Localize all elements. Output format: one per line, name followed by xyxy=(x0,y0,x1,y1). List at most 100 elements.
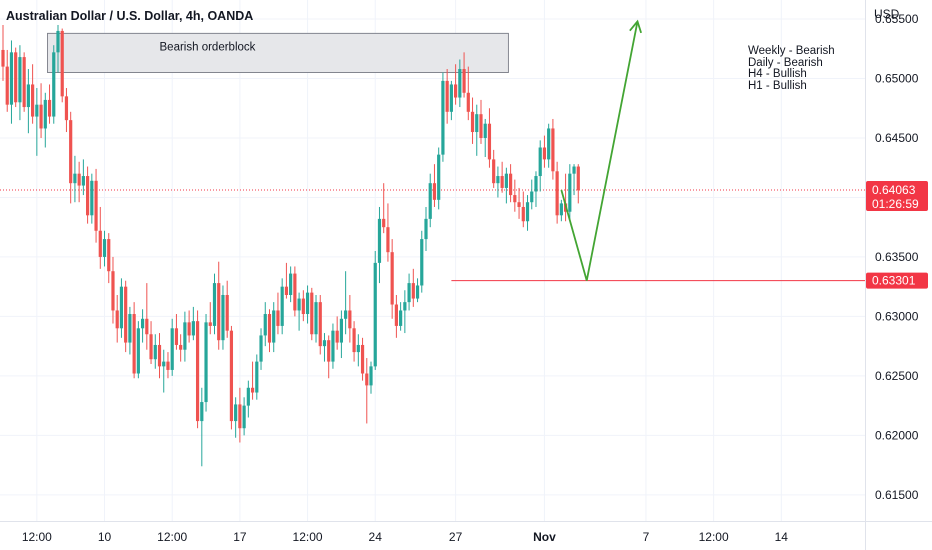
candle-body[interactable] xyxy=(98,230,102,257)
candle-body[interactable] xyxy=(335,330,339,343)
candle-body[interactable] xyxy=(229,330,234,422)
candle-body[interactable] xyxy=(132,314,136,374)
candle-body[interactable] xyxy=(204,322,208,403)
candle-body[interactable] xyxy=(318,302,322,347)
candle-body[interactable] xyxy=(479,114,483,138)
candle-body[interactable] xyxy=(170,328,174,370)
candle-body[interactable] xyxy=(572,166,576,174)
candle-body[interactable] xyxy=(64,96,69,121)
candle-body[interactable] xyxy=(242,405,246,429)
candle-body[interactable] xyxy=(555,171,559,216)
candle-body[interactable] xyxy=(521,206,525,222)
candle-body[interactable] xyxy=(14,52,18,103)
candle-body[interactable] xyxy=(69,120,73,184)
candle-body[interactable] xyxy=(538,147,542,177)
candle-body[interactable] xyxy=(140,318,145,329)
candle-body[interactable] xyxy=(441,80,445,155)
candle-body[interactable] xyxy=(136,328,140,374)
candle-body[interactable] xyxy=(559,203,563,216)
candle-body[interactable] xyxy=(119,286,124,329)
candle-body[interactable] xyxy=(250,387,255,393)
candle-body[interactable] xyxy=(462,68,466,93)
candle-body[interactable] xyxy=(327,340,331,362)
candle-body[interactable] xyxy=(382,218,386,228)
candle-body[interactable] xyxy=(263,314,267,336)
candle-body[interactable] xyxy=(547,128,551,160)
candle-body[interactable] xyxy=(238,404,242,429)
candle-body[interactable] xyxy=(145,318,149,335)
candle-body[interactable] xyxy=(576,166,580,191)
candle-body[interactable] xyxy=(212,283,217,326)
candle-body[interactable] xyxy=(60,30,64,97)
candle-body[interactable] xyxy=(487,123,492,160)
candle-body[interactable] xyxy=(454,84,458,98)
candle-body[interactable] xyxy=(348,310,352,329)
candle-body[interactable] xyxy=(81,176,85,186)
candle-body[interactable] xyxy=(22,57,26,108)
candle-body[interactable] xyxy=(35,104,39,117)
candle-body[interactable] xyxy=(496,176,500,184)
candle-body[interactable] xyxy=(509,173,513,196)
candle-body[interactable] xyxy=(369,366,373,386)
candle-body[interactable] xyxy=(458,68,462,98)
candle-body[interactable] xyxy=(542,147,547,160)
candle-body[interactable] xyxy=(356,344,360,353)
candle-body[interactable] xyxy=(39,104,43,129)
candle-body[interactable] xyxy=(77,173,81,186)
candle-body[interactable] xyxy=(344,310,348,319)
candle-body[interactable] xyxy=(394,304,398,326)
candle-body[interactable] xyxy=(267,314,272,343)
candle-body[interactable] xyxy=(415,285,420,299)
candle-body[interactable] xyxy=(52,52,56,117)
candle-body[interactable] xyxy=(43,99,47,129)
candle-body[interactable] xyxy=(445,80,449,112)
candle-body[interactable] xyxy=(504,173,508,188)
candle-body[interactable] xyxy=(428,183,432,219)
candle-body[interactable] xyxy=(470,111,475,133)
candle-body[interactable] xyxy=(568,173,572,212)
candle-body[interactable] xyxy=(475,114,479,133)
candle-body[interactable] xyxy=(466,92,470,112)
candle-body[interactable] xyxy=(322,340,327,347)
candle-body[interactable] xyxy=(411,283,415,299)
candle-body[interactable] xyxy=(18,57,22,103)
candle-body[interactable] xyxy=(153,344,157,360)
candle-body[interactable] xyxy=(191,321,195,336)
candles[interactable] xyxy=(1,24,580,467)
candle-body[interactable] xyxy=(551,128,555,172)
candle-body[interactable] xyxy=(310,292,314,335)
candle-body[interactable] xyxy=(492,159,496,184)
candle-body[interactable] xyxy=(174,328,179,345)
candle-body[interactable] xyxy=(1,49,5,67)
candle-body[interactable] xyxy=(352,328,356,353)
candle-body[interactable] xyxy=(86,176,90,216)
candle-body[interactable] xyxy=(276,310,280,326)
candle-body[interactable] xyxy=(331,330,335,362)
candle-body[interactable] xyxy=(166,361,170,370)
candle-body[interactable] xyxy=(360,344,365,374)
candle-body[interactable] xyxy=(517,202,521,207)
candle-body[interactable] xyxy=(90,180,94,216)
candle-body[interactable] xyxy=(234,404,238,422)
candle-body[interactable] xyxy=(272,310,276,343)
candle-body[interactable] xyxy=(179,344,183,350)
candle-body[interactable] xyxy=(128,314,132,343)
candle-body[interactable] xyxy=(424,218,428,240)
candle-body[interactable] xyxy=(26,84,30,108)
candle-body[interactable] xyxy=(183,322,187,350)
candle-body[interactable] xyxy=(449,84,453,112)
candle-body[interactable] xyxy=(284,286,289,295)
candle-body[interactable] xyxy=(149,334,153,360)
candle-body[interactable] xyxy=(9,52,14,105)
candle-body[interactable] xyxy=(246,387,250,406)
candle-body[interactable] xyxy=(208,322,212,326)
candle-body[interactable] xyxy=(94,180,98,231)
candle-body[interactable] xyxy=(386,227,390,253)
candle-body[interactable] xyxy=(162,361,166,367)
candle-body[interactable] xyxy=(47,99,52,117)
candle-body[interactable] xyxy=(377,218,382,263)
candle-body[interactable] xyxy=(5,66,9,105)
candle-body[interactable] xyxy=(339,318,343,343)
candle-body[interactable] xyxy=(31,84,35,117)
